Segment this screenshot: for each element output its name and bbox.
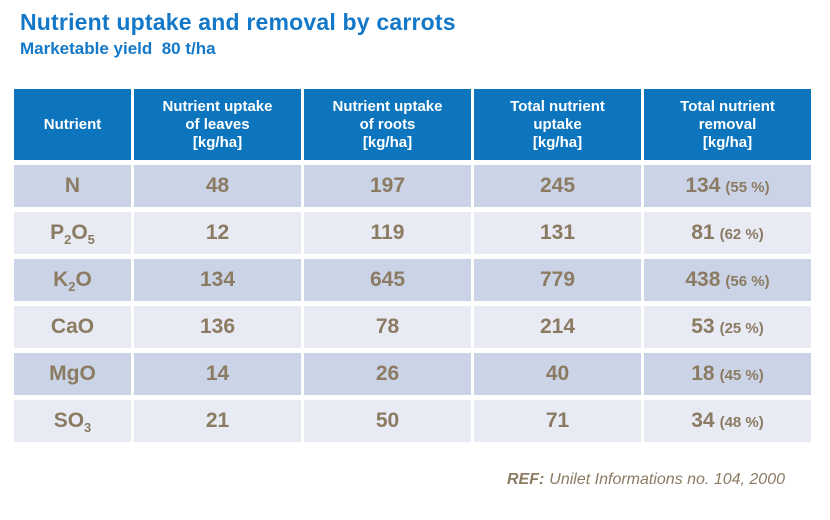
cell-uptake-leaves: 134 bbox=[134, 259, 301, 301]
table-row: CaO 136 78 214 53 (25 %) bbox=[14, 306, 811, 348]
cell-uptake-leaves: 21 bbox=[134, 400, 301, 442]
ref-text: Unilet Informations no. 104, 2000 bbox=[549, 471, 785, 488]
cell-nutrient: K2O bbox=[14, 259, 131, 301]
cell-uptake-roots: 26 bbox=[304, 353, 471, 395]
header-row: Nutrient Nutrient uptake of leaves [kg/h… bbox=[14, 89, 811, 160]
cell-nutrient: P2O5 bbox=[14, 212, 131, 254]
cell-uptake-roots: 50 bbox=[304, 400, 471, 442]
cell-total-removal: 18 (45 %) bbox=[644, 353, 811, 395]
cell-uptake-roots: 119 bbox=[304, 212, 471, 254]
removal-value: 81 bbox=[691, 221, 715, 244]
ref-label: REF: bbox=[506, 471, 545, 488]
removal-value: 438 bbox=[685, 268, 721, 291]
cell-total-removal: 81 (62 %) bbox=[644, 212, 811, 254]
column-header-nutrient: Nutrient bbox=[14, 89, 131, 160]
removal-percent: (45 %) bbox=[719, 367, 764, 384]
cell-uptake-leaves: 14 bbox=[134, 353, 301, 395]
cell-total-removal: 134 (55 %) bbox=[644, 165, 811, 207]
cell-total-uptake: 71 bbox=[474, 400, 641, 442]
table-row: K2O 134 645 779 438 (56 %) bbox=[14, 259, 811, 301]
page-title: Nutrient uptake and removal by carrots bbox=[20, 9, 456, 35]
cell-total-uptake: 40 bbox=[474, 353, 641, 395]
cell-uptake-roots: 645 bbox=[304, 259, 471, 301]
table-row: MgO 14 26 40 18 (45 %) bbox=[14, 353, 811, 395]
cell-uptake-leaves: 48 bbox=[134, 165, 301, 207]
cell-total-uptake: 214 bbox=[474, 306, 641, 348]
cell-uptake-roots: 78 bbox=[304, 306, 471, 348]
table-row: SO3 21 50 71 34 (48 %) bbox=[14, 400, 811, 442]
cell-total-removal: 53 (25 %) bbox=[644, 306, 811, 348]
cell-uptake-leaves: 136 bbox=[134, 306, 301, 348]
removal-percent: (56 %) bbox=[725, 273, 770, 290]
removal-value: 18 bbox=[691, 362, 715, 385]
cell-nutrient: N bbox=[14, 165, 131, 207]
cell-uptake-roots: 197 bbox=[304, 165, 471, 207]
cell-nutrient: CaO bbox=[14, 306, 131, 348]
removal-percent: (48 %) bbox=[719, 414, 764, 431]
removal-value: 34 bbox=[691, 409, 715, 432]
cell-total-removal: 438 (56 %) bbox=[644, 259, 811, 301]
removal-value: 134 bbox=[685, 174, 721, 197]
column-header-total-removal: Total nutrient removal [kg/ha] bbox=[644, 89, 811, 160]
page-subtitle: Marketable yield 80 t/ha bbox=[20, 39, 216, 58]
nutrient-table: Nutrient Nutrient uptake of leaves [kg/h… bbox=[11, 84, 814, 447]
removal-percent: (62 %) bbox=[719, 226, 764, 243]
column-header-uptake-leaves: Nutrient uptake of leaves [kg/ha] bbox=[134, 89, 301, 160]
column-header-total-uptake: Total nutrient uptake [kg/ha] bbox=[474, 89, 641, 160]
cell-total-uptake: 779 bbox=[474, 259, 641, 301]
table-row: P2O5 12 119 131 81 (62 %) bbox=[14, 212, 811, 254]
removal-value: 53 bbox=[691, 315, 715, 338]
table-row: N 48 197 245 134 (55 %) bbox=[14, 165, 811, 207]
cell-nutrient: SO3 bbox=[14, 400, 131, 442]
removal-percent: (25 %) bbox=[719, 320, 764, 337]
cell-nutrient: MgO bbox=[14, 353, 131, 395]
cell-total-removal: 34 (48 %) bbox=[644, 400, 811, 442]
column-header-uptake-roots: Nutrient uptake of roots [kg/ha] bbox=[304, 89, 471, 160]
removal-percent: (55 %) bbox=[725, 179, 770, 196]
cell-total-uptake: 245 bbox=[474, 165, 641, 207]
cell-total-uptake: 131 bbox=[474, 212, 641, 254]
reference-note: REF: Unilet Informations no. 104, 2000 bbox=[507, 471, 785, 489]
cell-uptake-leaves: 12 bbox=[134, 212, 301, 254]
